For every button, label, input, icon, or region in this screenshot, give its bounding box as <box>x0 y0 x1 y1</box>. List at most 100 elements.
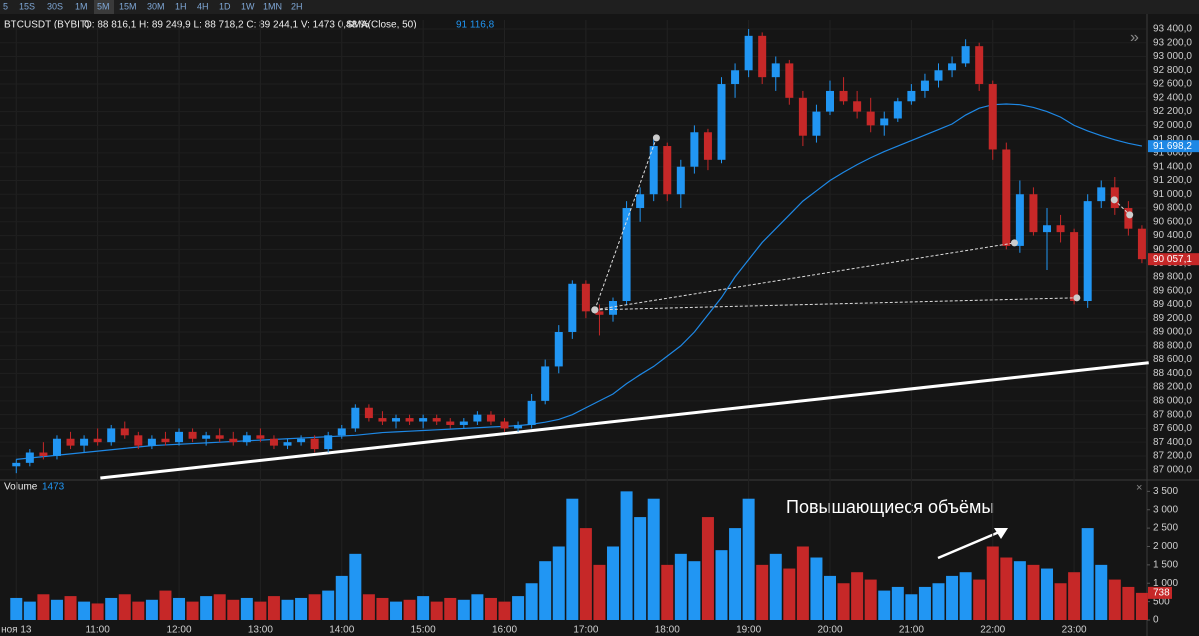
timeframe-button[interactable]: 5M <box>97 1 110 11</box>
candle-body <box>120 428 129 436</box>
candle-body <box>649 146 658 195</box>
volume-bar <box>674 553 687 620</box>
volume-bar <box>390 601 403 620</box>
x-tick-label: 21:00 <box>899 625 924 636</box>
candle-body <box>310 438 319 450</box>
candle-body <box>378 418 387 422</box>
candle-body <box>93 438 102 443</box>
volume-bar <box>430 601 443 620</box>
expand-icon[interactable]: » <box>1130 29 1139 46</box>
candle-body <box>812 111 821 136</box>
volume-bar <box>756 564 769 620</box>
volume-bar <box>661 564 674 620</box>
active-timeframe <box>94 0 114 14</box>
dashed-drawing <box>594 242 1015 311</box>
candle-body <box>242 435 251 443</box>
price-label: 90 057,1 <box>1153 254 1192 265</box>
symbol: BTCUSDT (BYBIT) <box>4 20 89 31</box>
volume-bar <box>1081 528 1094 620</box>
volume-bar <box>78 601 91 620</box>
y-tick-label: 88 600,0 <box>1153 354 1192 365</box>
timeframe-button[interactable]: 1D <box>219 1 231 11</box>
timeframe-button[interactable]: 1W <box>241 1 255 11</box>
y-tick-label: 91 000,0 <box>1153 189 1192 200</box>
candle-body <box>717 84 726 160</box>
indicator-value: 91 116,8 <box>456 20 495 31</box>
y-tick-label: 92 800,0 <box>1153 65 1192 76</box>
volume-bar <box>213 594 226 620</box>
volume-bar <box>200 596 213 620</box>
candle-body <box>690 132 699 167</box>
timeframe-button[interactable]: 2H <box>291 1 303 11</box>
volume-bar <box>498 601 511 620</box>
y-tick-label: 89 400,0 <box>1153 299 1192 310</box>
timeframe-button[interactable]: 1H <box>175 1 187 11</box>
volume-bar <box>471 594 484 620</box>
volume-bar <box>986 546 999 620</box>
x-tick-label: ноя 13 <box>1 625 32 636</box>
candle-body <box>961 46 970 64</box>
volume-bar <box>878 590 891 620</box>
volume-bar <box>50 599 63 620</box>
x-tick-label: 23:00 <box>1062 625 1087 636</box>
y-tick-label: 91 600,0 <box>1153 148 1192 159</box>
volume-bar <box>566 498 579 620</box>
volume-bar <box>769 553 782 620</box>
volume-bar <box>525 583 538 620</box>
y-tick-label: 90 800,0 <box>1153 203 1192 214</box>
candle-body <box>839 90 848 102</box>
volume-value: 1473 <box>42 482 65 493</box>
x-tick-label: 15:00 <box>411 625 436 636</box>
y-tick-label: 93 400,0 <box>1153 24 1192 35</box>
candle-body <box>948 63 957 71</box>
candle-body <box>161 438 170 443</box>
annotation: Повышающиеся объёмы <box>786 497 994 517</box>
volume-bar <box>607 546 620 620</box>
drawing-point <box>591 306 599 314</box>
timeframe-button[interactable]: 15M <box>119 1 137 11</box>
volume-bar <box>91 603 104 620</box>
close-icon[interactable]: × <box>1136 482 1142 494</box>
volume-bar <box>417 596 430 620</box>
volume-bar <box>186 601 199 620</box>
candle-body <box>568 283 577 332</box>
volume-bar <box>552 546 565 620</box>
timeframe-button[interactable]: 1MN <box>263 1 282 11</box>
candle-body <box>392 418 401 422</box>
ohlc: O: 88 816,1 H: 89 249,9 L: 88 718,2 C: 8… <box>84 20 369 31</box>
timeframe-button[interactable]: 1M <box>75 1 88 11</box>
volume-bar <box>23 601 36 620</box>
timeframe-button[interactable]: 30S <box>47 1 63 11</box>
x-tick-label: 20:00 <box>817 625 842 636</box>
x-tick-label: 22:00 <box>980 625 1005 636</box>
y-tick-label: 91 800,0 <box>1153 134 1192 145</box>
price-label-box <box>1148 253 1199 266</box>
volume-bar <box>1135 592 1148 620</box>
candle-body <box>731 70 740 85</box>
candle-body <box>80 438 89 446</box>
volume-bar <box>742 498 755 620</box>
volume-bar <box>891 586 904 620</box>
candle-body <box>175 431 184 443</box>
timeframe-button[interactable]: 15S <box>19 1 35 11</box>
drawing-point <box>652 134 660 142</box>
volume-tick-label: 500 <box>1153 596 1170 607</box>
candle-body <box>703 132 712 160</box>
volume-title: Volume <box>4 482 38 493</box>
volume-bar <box>593 564 606 620</box>
volume-bar <box>376 597 389 620</box>
y-tick-label: 89 200,0 <box>1153 313 1192 324</box>
volume-bar <box>64 596 77 620</box>
y-tick-label: 90 200,0 <box>1153 244 1192 255</box>
dashed-drawing <box>594 137 657 310</box>
candle-body <box>826 90 835 112</box>
volume-bar <box>1095 564 1108 620</box>
y-tick-label: 92 400,0 <box>1153 92 1192 103</box>
timeframe-button[interactable]: 30M <box>147 1 165 11</box>
timeframe-button[interactable]: 4H <box>197 1 209 11</box>
y-tick-label: 88 000,0 <box>1153 396 1192 407</box>
candle-body <box>1029 194 1038 233</box>
timeframe-button[interactable]: 5 <box>3 1 8 11</box>
candle-body <box>297 438 306 443</box>
